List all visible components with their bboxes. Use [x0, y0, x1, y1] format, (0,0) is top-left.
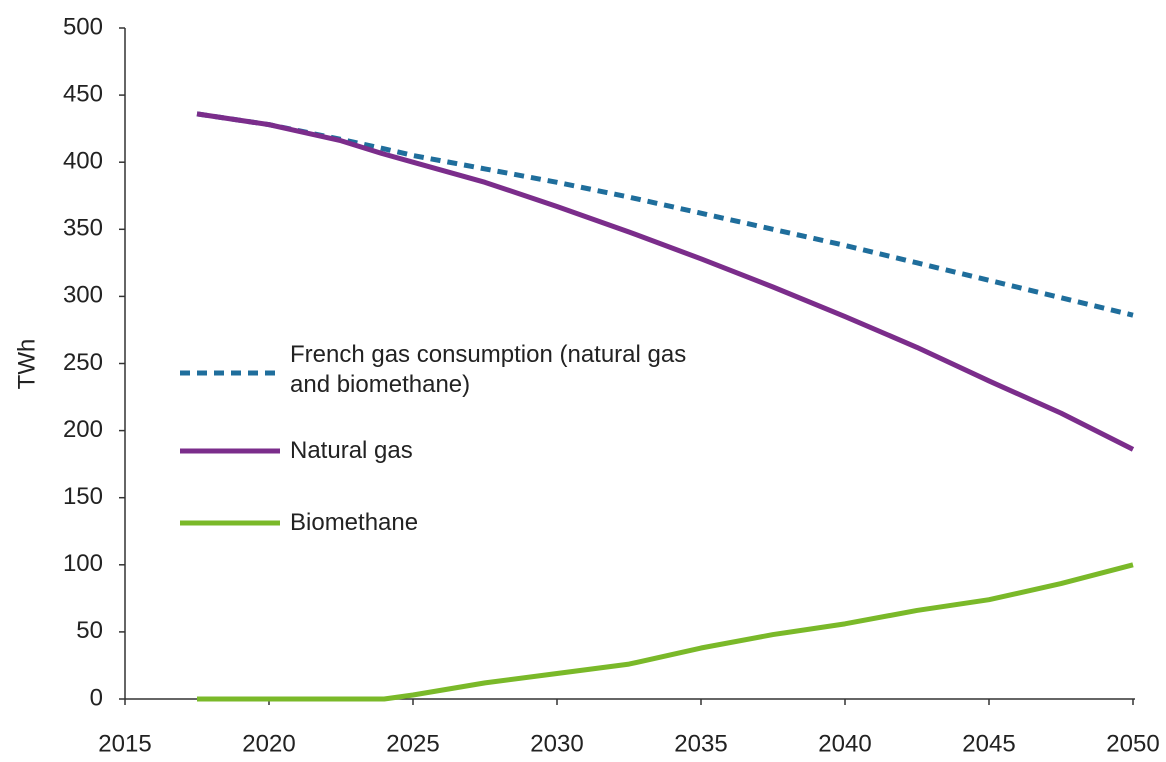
x-tick-label: 2050: [1106, 730, 1159, 757]
x-tick-label: 2040: [818, 730, 871, 757]
y-tick-label: 150: [63, 483, 103, 510]
y-tick-label: 50: [76, 617, 103, 644]
legend-label: French gas consumption (natural gas and …: [290, 341, 687, 398]
x-tick-label: 2025: [386, 730, 439, 757]
x-tick-label: 2045: [962, 730, 1015, 757]
y-tick-label: 250: [63, 349, 103, 376]
series-line: [196, 111, 1134, 318]
legend-label: Biomethane: [290, 509, 419, 536]
x-tick-label: 2035: [674, 730, 727, 757]
legend-label: Natural gas: [290, 437, 413, 464]
y-tick-label: 100: [63, 550, 103, 577]
y-tick-label: 450: [63, 80, 103, 107]
y-tick-label: 400: [63, 148, 103, 175]
y-tick-label: 500: [63, 13, 103, 40]
y-tick-label: 200: [63, 416, 103, 443]
x-tick-label: 2020: [242, 730, 295, 757]
series-line: [196, 111, 1135, 452]
x-tick-label: 2015: [98, 730, 151, 757]
y-tick-label: 0: [90, 684, 103, 711]
y-axis-label: TWh: [13, 339, 40, 390]
series-line: [197, 562, 1134, 702]
x-tick-label: 2030: [530, 730, 583, 757]
y-tick-label: 350: [63, 215, 103, 242]
y-tick-label: 300: [63, 282, 103, 309]
